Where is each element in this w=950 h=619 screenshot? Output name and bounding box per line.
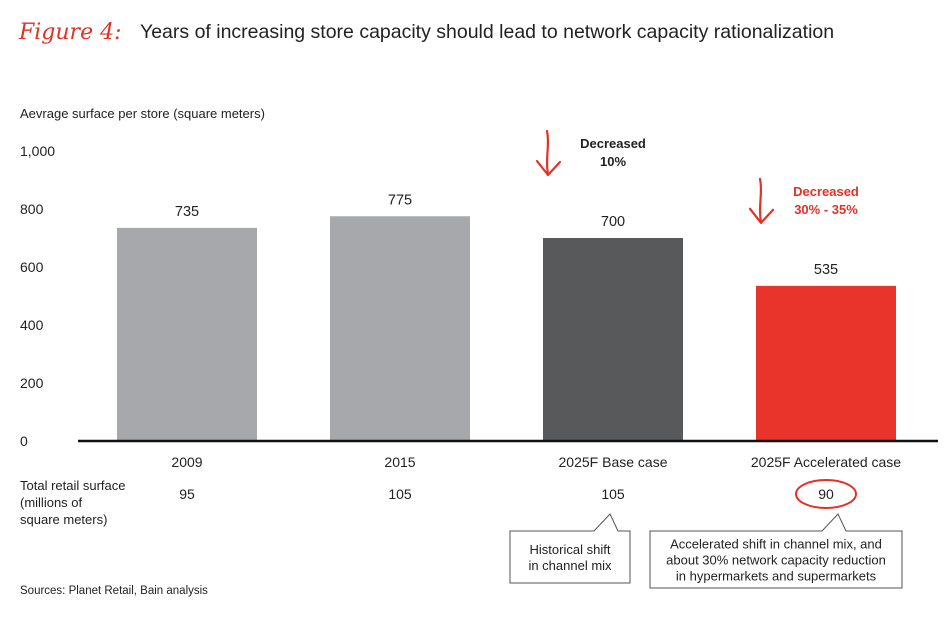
callout-box (509, 513, 631, 584)
decrease-annotation-line: Decreased (580, 136, 646, 151)
callout-text-line: in channel mix (528, 558, 612, 573)
retail-surface-label-line-3: square meters) (20, 512, 107, 527)
callouts: Historical shift in channel mix Accelerate… (509, 513, 903, 589)
bar (756, 285, 896, 441)
bar-labels: 735 775 700 535 (175, 192, 838, 278)
y-tick-label: 1,000 (20, 143, 55, 159)
retail-surface-value: 95 (179, 486, 195, 502)
y-tick-label: 400 (20, 317, 44, 333)
retail-surface-value: 105 (388, 486, 412, 502)
retail-surface-label: Total retail surface (millions of square… (20, 478, 129, 527)
category-label: 2025F Accelerated case (751, 454, 901, 470)
y-axis-label: Aevrage surface per store (square meters… (20, 106, 265, 121)
callout-text-line: in hypermarkets and supermarkets (676, 569, 877, 584)
arrow-shaft (758, 177, 763, 223)
bar-value-label: 700 (601, 214, 625, 230)
bars (117, 216, 896, 441)
retail-surface-label-line-1: Total retail surface (20, 478, 126, 493)
retail-surface-value: 90 (818, 486, 834, 502)
decrease-annotation-line: 30% - 35% (794, 202, 858, 217)
y-tick-label: 600 (20, 259, 44, 275)
bar (117, 227, 257, 441)
bar-value-label: 535 (814, 262, 838, 278)
callout-text-line: Historical shift (530, 542, 611, 557)
chart-title: Years of increasing store capacity shoul… (140, 21, 834, 43)
y-tick-label: 800 (20, 201, 44, 217)
arrow-shaft (545, 129, 550, 176)
source-note: Sources: Planet Retail, Bain analysis (20, 585, 208, 597)
annotations: Decreased 10% Decreased 30% - 35% (535, 129, 859, 224)
decrease-annotation-line: Decreased (793, 184, 859, 199)
bar-value-label: 775 (388, 192, 412, 208)
category-label: 2015 (384, 454, 415, 470)
callout-text-line: Accelerated shift in channel mix, and (670, 537, 882, 552)
bar (330, 216, 470, 441)
y-ticks: 0 200 400 600 800 1,000 (20, 143, 55, 449)
category-labels: 2009 2015 2025F Base case 2025F Accelerated… (171, 454, 901, 470)
highlight-circle (795, 479, 857, 509)
decrease-annotation-line: 10% (600, 154, 626, 169)
retail-surface-value: 105 (601, 486, 625, 502)
callout-text-line: about 30% network capacity reduction (666, 553, 886, 568)
y-tick-label: 0 (20, 433, 28, 449)
category-label: 2009 (171, 454, 202, 470)
arrow-head (535, 159, 562, 177)
callout-text: Historical shift in channel mix (528, 542, 612, 573)
callout-box (649, 513, 903, 589)
category-label: 2025F Base case (559, 454, 668, 470)
bar-value-label: 735 (175, 204, 199, 220)
bar (543, 238, 683, 441)
y-tick-label: 200 (20, 375, 44, 391)
figure-label: Figure 4: (18, 20, 122, 45)
arrow-head (748, 207, 775, 224)
decrease-annotation: Decreased 30% - 35% (793, 184, 859, 217)
decrease-annotation: Decreased 10% (580, 136, 646, 169)
callout-text: Accelerated shift in channel mix, and abo… (666, 537, 886, 584)
retail-surface-label-line-2: (millions of (20, 495, 83, 510)
retail-surface-values: 95 105 105 90 (179, 479, 857, 509)
